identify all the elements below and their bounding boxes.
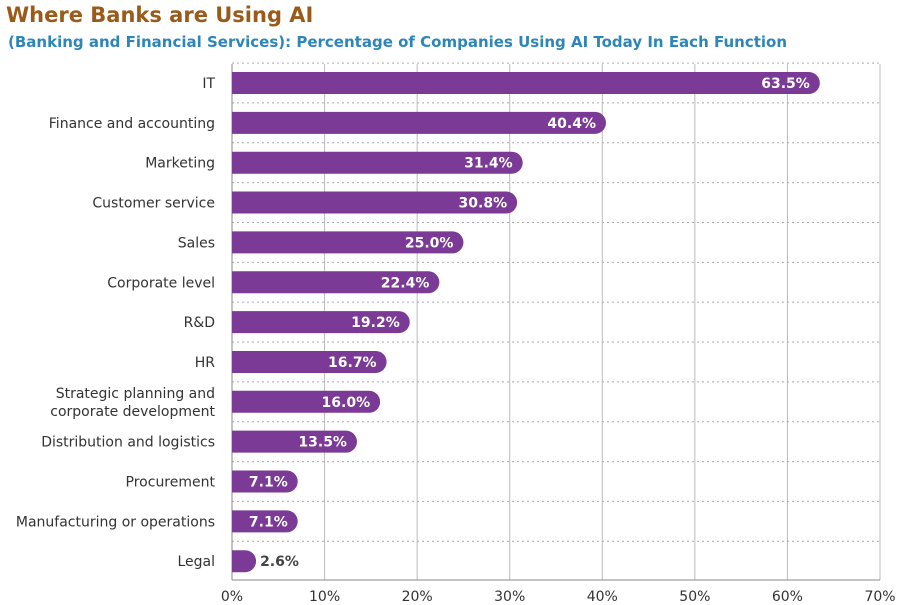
data-label: 25.0% xyxy=(405,235,454,251)
bar xyxy=(232,550,257,573)
category-label: Manufacturing or operations xyxy=(16,514,215,530)
category-label: R&D xyxy=(184,315,215,331)
x-tick-label: 50% xyxy=(679,589,710,605)
category-label: Procurement xyxy=(126,475,216,491)
bar xyxy=(232,350,387,373)
data-label: 13.5% xyxy=(298,435,347,451)
data-label: 40.4% xyxy=(547,116,596,132)
x-tick-label: 0% xyxy=(221,589,243,605)
data-label: 19.2% xyxy=(351,315,400,331)
category-label: Marketing xyxy=(145,156,215,172)
chart-subtitle: (Banking and Financial Services): Percen… xyxy=(8,33,788,51)
category-label: Customer service xyxy=(92,196,215,212)
data-label: 7.1% xyxy=(249,514,288,530)
x-tick-label: 40% xyxy=(587,589,618,605)
category-label: Sales xyxy=(178,235,215,251)
category-label: Corporate level xyxy=(107,275,215,291)
category-label: IT xyxy=(202,76,215,92)
data-label: 2.6% xyxy=(260,554,299,570)
category-label: Strategic planning and xyxy=(56,386,215,402)
data-label: 30.8% xyxy=(459,196,508,212)
data-label: 22.4% xyxy=(381,275,430,291)
bar xyxy=(232,72,820,94)
category-label: Distribution and logistics xyxy=(41,435,215,451)
x-tick-label: 30% xyxy=(494,589,525,605)
bar xyxy=(232,191,518,214)
bar xyxy=(232,231,464,254)
x-tick-label: 70% xyxy=(864,589,895,605)
bar xyxy=(232,311,410,334)
bar xyxy=(232,470,298,493)
bar xyxy=(232,510,298,533)
category-label: Legal xyxy=(177,554,215,570)
x-tick-label: 20% xyxy=(402,589,433,605)
x-tick-label: 60% xyxy=(772,589,803,605)
bar xyxy=(232,271,440,294)
chart-title: Where Banks are Using AI xyxy=(6,3,314,27)
bar xyxy=(232,111,606,134)
category-label: corporate development xyxy=(50,404,215,420)
x-tick-label: 10% xyxy=(309,589,340,605)
data-label: 16.7% xyxy=(328,355,377,371)
bar xyxy=(232,151,523,174)
bar xyxy=(232,390,381,413)
bar xyxy=(232,430,357,453)
data-label: 16.0% xyxy=(322,395,371,411)
data-label: 7.1% xyxy=(249,475,288,491)
category-label: HR xyxy=(195,355,216,371)
data-label: 63.5% xyxy=(761,76,810,92)
category-label: Finance and accounting xyxy=(49,116,215,132)
data-label: 31.4% xyxy=(464,156,513,172)
